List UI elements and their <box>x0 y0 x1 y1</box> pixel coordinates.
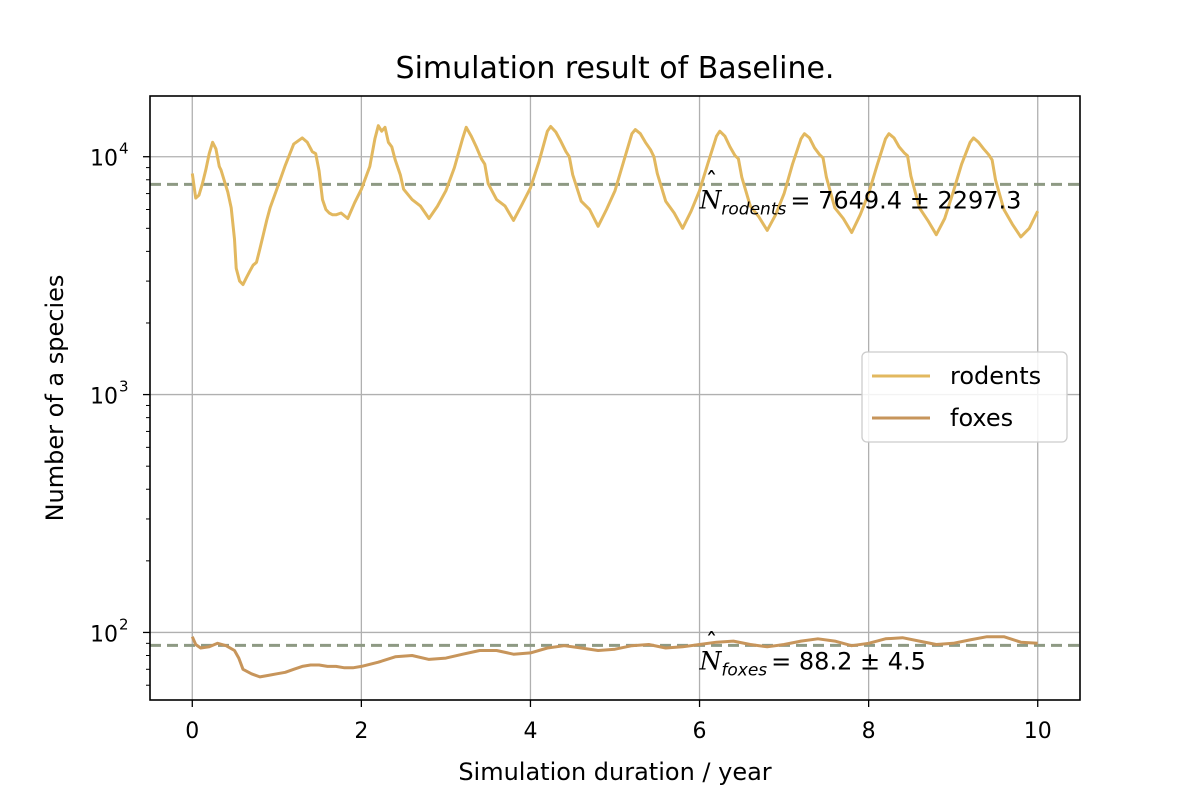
legend-label-rodents: rodents <box>950 362 1041 390</box>
annotation-foxes: Nfoxes = 88.2 ± 4.5 <box>699 646 926 680</box>
hat-mark: ˆ <box>706 167 718 195</box>
y-tick-label: 10 <box>90 622 118 647</box>
x-tick-label: 10 <box>1024 719 1052 744</box>
annotation-rodents: Nrodents = 7649.4 ± 2297.3 <box>699 185 1022 219</box>
y-tick-label: 10 <box>90 147 118 172</box>
y-tick-exponent: 2 <box>119 615 129 633</box>
x-tick-label: 2 <box>354 719 368 744</box>
x-axis-label: Simulation duration / year <box>458 758 771 786</box>
legend: rodents foxes <box>861 351 1068 443</box>
x-tick-label: 0 <box>185 719 199 744</box>
x-tick-label: 4 <box>523 719 537 744</box>
hat-mark: ˆ <box>706 628 718 656</box>
y-tick-exponent: 4 <box>119 140 129 158</box>
series-line-rodents <box>190 124 1040 287</box>
series-lines <box>190 124 1040 679</box>
y-axis-label: Number of a species <box>41 275 69 522</box>
series-line-foxes <box>190 635 1038 679</box>
x-tick-label: 6 <box>693 719 707 744</box>
plot-area <box>149 95 1081 701</box>
legend-label-foxes: foxes <box>950 404 1013 432</box>
reference-lines <box>150 182 1080 647</box>
chart-title: Simulation result of Baseline. <box>396 51 835 86</box>
x-tick-label: 8 <box>862 719 876 744</box>
y-tick-label: 10 <box>90 385 118 410</box>
y-tick-exponent: 3 <box>119 378 129 396</box>
